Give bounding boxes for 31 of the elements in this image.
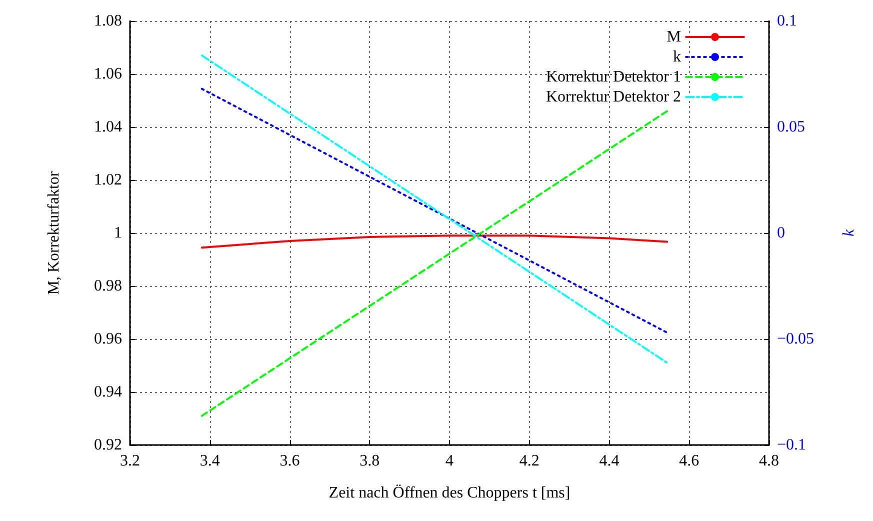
x-tick-label: 3.4 (200, 452, 220, 470)
line-series (200, 234, 668, 249)
y-tick-label: 1 (114, 224, 122, 242)
y2-tick-label: 0.1 (777, 12, 797, 30)
y-tick-label: 1.08 (94, 12, 122, 30)
x-tick-label: 3.2 (120, 452, 140, 470)
y2-tick-label: −0.05 (777, 330, 814, 348)
y-tick-label: 1.04 (94, 118, 122, 136)
x-axis-title: Zeit nach Öffnen des Choppers t [ms] (328, 484, 570, 502)
x-tick-label: 3.8 (360, 452, 380, 470)
y-tick-label: 0.92 (94, 436, 122, 454)
y2-tick-label: 0.05 (777, 118, 805, 136)
y-axis-title: M, Korrekturfaktor (46, 170, 62, 295)
y-tick-label: 0.98 (94, 278, 122, 294)
x-tick-label: 3.6 (280, 452, 300, 470)
y-tick-label: 0.96 (94, 330, 122, 348)
y2-tick-label: 0 (777, 224, 785, 242)
y-tick-label: 1.02 (94, 172, 122, 188)
x-tick-label: 4.4 (599, 452, 620, 470)
legend-label: Korrektur Detektor 2 (546, 88, 681, 106)
y2-tick-label: −0.1 (777, 436, 806, 454)
legend-label: Korrektur Detektor 1 (546, 68, 681, 86)
y-tick-label: 1.06 (94, 66, 122, 82)
legend-label: M (666, 28, 681, 46)
y2-axis-title: k (840, 228, 858, 237)
legend-label: k (673, 48, 681, 66)
x-tick-label: 4.2 (519, 452, 540, 470)
y-tick-label: 0.94 (94, 384, 122, 400)
x-tick-label: 4.6 (679, 452, 700, 470)
x-tick-label: 4 (446, 452, 454, 470)
x-tick-label: 4.8 (759, 452, 779, 470)
